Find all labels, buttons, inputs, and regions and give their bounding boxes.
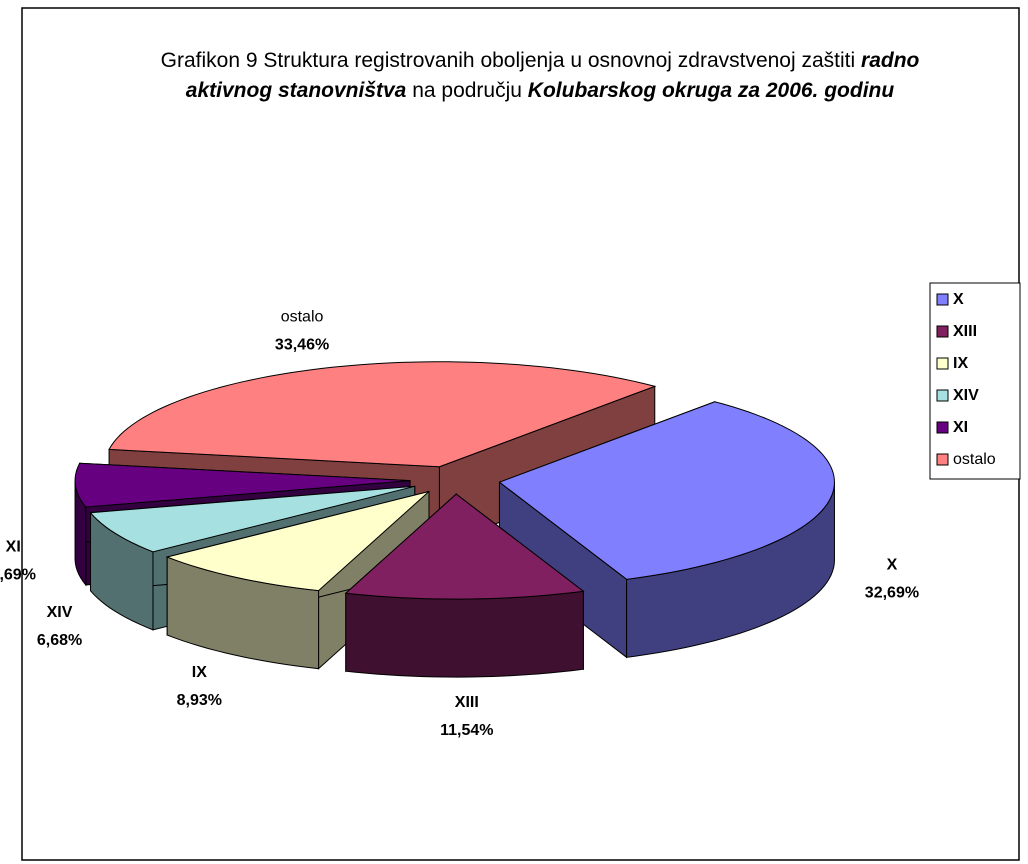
title-part: na području bbox=[412, 79, 522, 102]
data-label-value: 6,68% bbox=[37, 632, 82, 649]
legend-swatch bbox=[936, 325, 949, 338]
data-label-value: 8,93% bbox=[177, 692, 222, 709]
legend-swatch bbox=[936, 357, 949, 370]
data-label-name: XI bbox=[6, 539, 21, 556]
legend-label: ostalo bbox=[953, 451, 996, 468]
data-label-name: XIII bbox=[455, 694, 479, 711]
data-label-name: X bbox=[887, 556, 898, 573]
legend-label: XIII bbox=[953, 323, 977, 340]
slice-top bbox=[165, 491, 430, 592]
chart-title: Grafikon 9 Struktura registrovanih obolj… bbox=[120, 46, 960, 106]
data-label-value: 6,69% bbox=[0, 567, 36, 584]
title-part: radno aktivnog stanovništva bbox=[185, 49, 920, 102]
legend-box bbox=[929, 282, 1021, 480]
legend-label: XI bbox=[953, 419, 968, 436]
slice-top bbox=[344, 493, 585, 600]
data-label-name: XIV bbox=[47, 604, 73, 621]
slice-top bbox=[74, 462, 411, 508]
slice-top bbox=[498, 401, 835, 580]
slice-top bbox=[108, 361, 657, 468]
slice bbox=[344, 492, 585, 678]
legend-label: XIV bbox=[953, 387, 979, 404]
slice-top bbox=[89, 485, 415, 553]
data-label-name: ostalo bbox=[281, 309, 324, 326]
data-label-value: 11,54% bbox=[440, 722, 493, 739]
data-label-value: 32,69% bbox=[865, 584, 919, 601]
title-part: Kolubarskog okruga za 2006. godinu bbox=[527, 79, 895, 102]
data-label-name: IX bbox=[192, 664, 207, 681]
data-label-value: 33,46% bbox=[275, 337, 329, 354]
legend-swatch bbox=[936, 293, 949, 306]
legend-swatch bbox=[936, 421, 949, 434]
legend-swatch bbox=[936, 453, 949, 466]
legend-label: X bbox=[953, 291, 964, 308]
title-part: Grafikon 9 Struktura registrovanih obolj… bbox=[160, 49, 856, 72]
legend-label: IX bbox=[953, 355, 968, 372]
slice bbox=[498, 401, 835, 659]
legend-swatch bbox=[936, 389, 949, 402]
slice-side bbox=[345, 590, 584, 678]
